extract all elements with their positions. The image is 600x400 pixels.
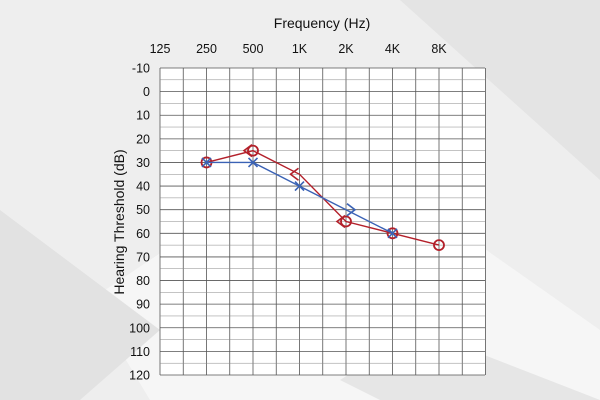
x-tick-label: 125 [150, 42, 171, 56]
data-point-x [201, 157, 212, 168]
y-tick-label: 20 [136, 132, 150, 146]
y-tick-labels: -10 0 10 20 30 40 50 60 70 80 90 100 110 120 [129, 62, 150, 383]
x-tick-label: 1K [292, 42, 308, 56]
y-tick-label: 30 [136, 156, 150, 170]
data-point-x [387, 228, 398, 239]
y-tick-label: 100 [129, 321, 150, 335]
data-point-x [294, 181, 305, 192]
y-tick-label: 110 [130, 345, 150, 359]
data-point-bracket [289, 167, 299, 181]
data-point-circle [386, 227, 399, 240]
y-tick-label: 10 [136, 109, 150, 123]
y-tick-label: 0 [143, 85, 150, 99]
data-point-x [247, 157, 259, 168]
y-axis-title: Hearing Threshold (dB) [111, 149, 127, 294]
y-tick-label: 60 [136, 227, 150, 241]
x-tick-labels: 125 250 500 1K 2K 4K 8K [150, 42, 448, 56]
x-tick-label: 500 [243, 42, 264, 56]
data-point-circle [433, 239, 445, 252]
y-tick-label: 80 [136, 274, 150, 288]
data-point-circle [247, 144, 259, 157]
x-tick-label: 8K [431, 42, 447, 56]
data-point-bracket [346, 203, 357, 217]
y-tick-label: 70 [136, 250, 150, 264]
x-tick-label: 2K [338, 42, 354, 56]
x-tick-label: 4K [385, 42, 401, 56]
y-tick-label: 40 [136, 180, 150, 194]
data-point-circle [340, 215, 352, 228]
y-tick-label: 90 [136, 298, 150, 312]
data-series [200, 144, 445, 252]
x-axis-title: Frequency (Hz) [274, 15, 370, 31]
x-tick-label: 250 [196, 42, 217, 56]
y-tick-label: -10 [132, 62, 150, 76]
grid [159, 67, 486, 376]
data-point-bracket [335, 214, 346, 229]
y-tick-label: 120 [129, 369, 150, 383]
y-tick-label: 50 [136, 203, 150, 217]
